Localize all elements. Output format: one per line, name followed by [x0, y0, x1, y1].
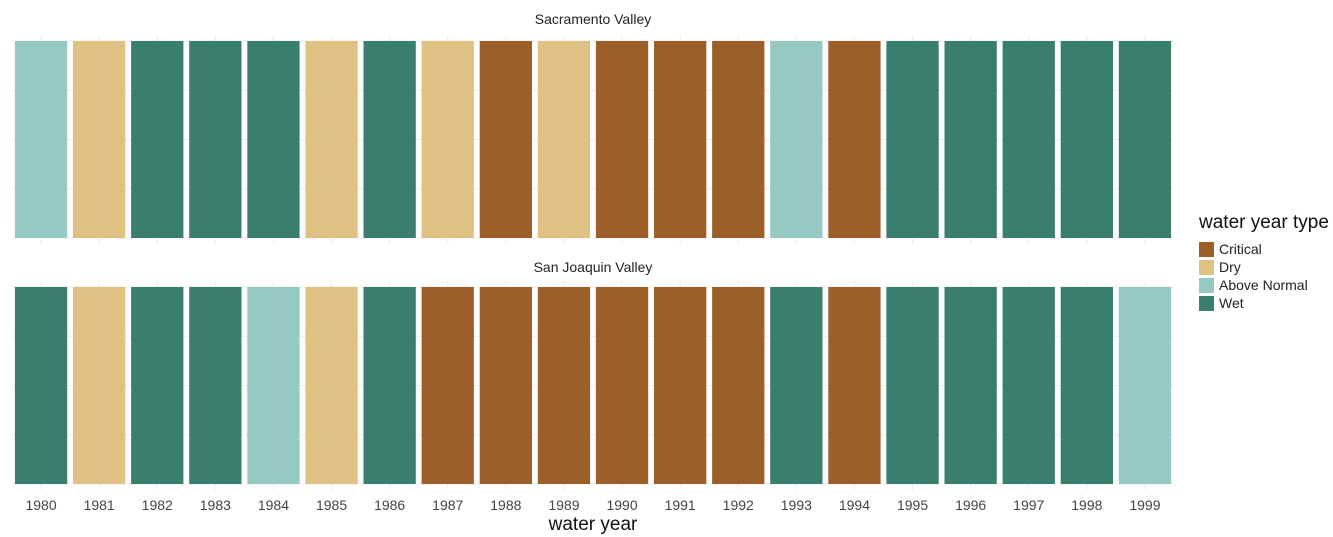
- tile-1989: [537, 287, 591, 484]
- tile-1990: [595, 41, 649, 238]
- tile-1995: [886, 287, 939, 484]
- legend-item: Critical: [1199, 240, 1329, 258]
- x-tick-label: 1989: [548, 497, 579, 513]
- tile-1984: [247, 41, 300, 238]
- tile-1990: [595, 287, 649, 484]
- x-axis-label: water year: [548, 514, 638, 535]
- x-tick-label: 1994: [839, 497, 870, 513]
- tile-1997: [1002, 41, 1055, 238]
- tile-1985: [305, 287, 358, 484]
- tile-1981: [73, 41, 126, 238]
- x-tick-label: 1996: [955, 497, 986, 513]
- legend: water year type Critical Dry Above Normal W…: [1199, 212, 1329, 312]
- x-tick-labels: 1980 1981 1982 1983 1984 1985 1986 1987 1988 1989…: [25, 497, 1160, 513]
- facets: Sacramento Valley San Joaquin Valley: [12, 11, 1174, 490]
- tile-1998: [1060, 41, 1113, 238]
- tile-1996: [944, 41, 997, 238]
- tile-1980: [14, 41, 68, 238]
- x-tick-label: 1982: [142, 497, 173, 513]
- legend-item: Dry: [1199, 258, 1329, 276]
- tile-1992: [712, 287, 765, 484]
- legend-label: Dry: [1219, 259, 1241, 275]
- x-tick-label: 1980: [25, 497, 56, 513]
- x-tick-label: 1985: [316, 497, 347, 513]
- tile-1989: [537, 41, 591, 238]
- tile-1993: [770, 287, 823, 484]
- tile-1981: [73, 287, 126, 484]
- tile-1987: [421, 287, 474, 484]
- x-tick-label: 1987: [432, 497, 463, 513]
- x-tick-label: 1991: [665, 497, 696, 513]
- tile-1983: [189, 41, 242, 238]
- legend-items: Critical Dry Above Normal Wet: [1199, 240, 1329, 312]
- facet-panel: San Joaquin Valley: [12, 259, 1174, 490]
- x-tick-label: 1990: [606, 497, 637, 513]
- tile-1997: [1002, 287, 1055, 484]
- tile-1998: [1060, 287, 1113, 484]
- legend-title: water year type: [1199, 212, 1329, 233]
- x-tick-label: 1983: [200, 497, 231, 513]
- legend-item: Wet: [1199, 294, 1329, 312]
- tile-1985: [305, 41, 358, 238]
- tile-1983: [189, 287, 242, 484]
- tile-1996: [944, 287, 997, 484]
- legend-swatch: [1199, 259, 1214, 275]
- tile-1987: [421, 41, 474, 238]
- tile-1992: [712, 41, 765, 238]
- tile-1999: [1118, 287, 1172, 484]
- legend-label: Wet: [1219, 295, 1244, 311]
- x-tick-label: 1992: [723, 497, 754, 513]
- x-tick-label: 1984: [258, 497, 289, 513]
- tile-1982: [131, 41, 184, 238]
- x-tick-label: 1986: [374, 497, 405, 513]
- x-tick-label: 1981: [84, 497, 115, 513]
- tile-1994: [828, 41, 881, 238]
- tile-1986: [363, 287, 416, 484]
- legend-label: Above Normal: [1219, 277, 1308, 293]
- tile-1984: [247, 287, 300, 484]
- tile-1995: [886, 41, 939, 238]
- legend-swatch: [1199, 277, 1214, 293]
- legend-label: Critical: [1219, 241, 1262, 257]
- x-tick-label: 1988: [490, 497, 521, 513]
- tile-1993: [770, 41, 823, 238]
- tile-1980: [14, 287, 68, 484]
- legend-swatch: [1199, 241, 1214, 257]
- tile-1991: [654, 287, 707, 484]
- legend-item: Above Normal: [1199, 276, 1329, 294]
- x-tick-label: 1997: [1013, 497, 1044, 513]
- tile-1991: [654, 41, 707, 238]
- facet-title: Sacramento Valley: [535, 11, 651, 27]
- legend-swatch: [1199, 295, 1214, 311]
- tile-1994: [828, 287, 881, 484]
- facet-title: San Joaquin Valley: [534, 259, 653, 275]
- x-tick-label: 1993: [781, 497, 812, 513]
- x-tick-label: 1999: [1129, 497, 1160, 513]
- tile-1986: [363, 41, 416, 238]
- tile-1988: [479, 287, 532, 484]
- facet-panel: Sacramento Valley: [12, 11, 1174, 244]
- tile-1999: [1118, 41, 1172, 238]
- tile-1982: [131, 287, 184, 484]
- x-tick-label: 1998: [1071, 497, 1102, 513]
- x-tick-label: 1995: [897, 497, 928, 513]
- tile-1988: [479, 41, 532, 238]
